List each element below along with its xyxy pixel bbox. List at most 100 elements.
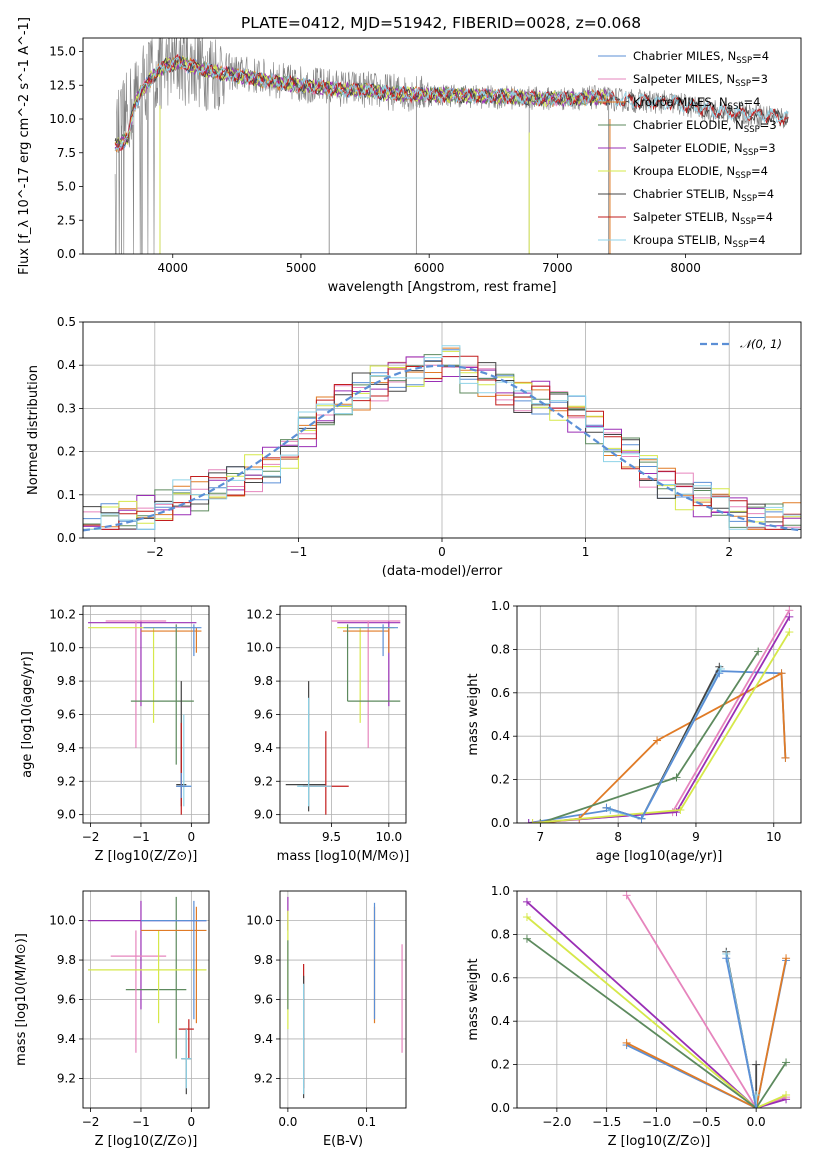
y-tick-label: 0.2 (491, 1058, 510, 1072)
y-axis-label: mass weight (466, 673, 481, 755)
histogram-step (83, 345, 801, 530)
errorbar (140, 906, 207, 1024)
x-tick-label: 5000 (286, 261, 317, 275)
weight-line (625, 894, 787, 1108)
legend-label-sub: SSP (735, 171, 751, 181)
y-tick-label: 0.5 (57, 315, 76, 329)
point-marker (785, 628, 794, 637)
point-marker (752, 1104, 761, 1108)
point-marker (782, 954, 791, 963)
point-marker (524, 819, 533, 823)
panel-residuals: −2 −1 0 1 2 0.0 0.1 0.2 0.3 0.4 0.5 (data-model)/er… (26, 315, 802, 579)
point-marker (785, 612, 794, 621)
legend-label: Salpeter ELODIE, NSSP=3 (633, 141, 776, 158)
plot-area (280, 891, 406, 1108)
y-tick-label: 0.2 (491, 773, 510, 787)
legend-label-suffix: =4 (751, 164, 768, 178)
y-tick-label: 10.0 (49, 112, 76, 126)
x-tick-label: 10 (766, 830, 781, 844)
x-tick-label: 9 (692, 830, 700, 844)
point-marker (716, 664, 725, 673)
y-tick-label: 0.0 (57, 531, 76, 545)
weight-series (536, 647, 763, 823)
model-spectrum (114, 55, 609, 146)
histogram-step (83, 355, 801, 530)
plot-area (83, 891, 209, 1108)
point-marker (622, 1038, 631, 1047)
y-tick-label: 1.0 (491, 599, 510, 613)
x-axis-label: E(B-V) (323, 1134, 363, 1149)
plot-area (83, 606, 209, 823)
y-tick-label: 9.0 (254, 808, 273, 822)
weight-line (610, 668, 722, 820)
legend-label-suffix: =4 (743, 95, 760, 109)
y-tick-label: 1.0 (491, 884, 510, 898)
legend-label: Chabrier STELIB, NSSP=4 (633, 187, 774, 204)
legend-label-text: Salpeter MILES, N (633, 72, 735, 86)
plot-area (517, 606, 801, 823)
panel-mass-vs-Z: −2 −1 0 9.2 9.4 9.6 9.8 10.0 Z [log10(Z/Z⊙)] mass… (14, 890, 210, 1149)
point-marker (528, 819, 537, 823)
y-tick-label: 9.2 (254, 774, 273, 788)
legend-label-sub: SSP (735, 79, 751, 89)
y-tick-label: 9.4 (57, 1032, 76, 1046)
point-marker (777, 669, 786, 678)
legend-label-text: Salpeter ELODIE, N (633, 141, 743, 155)
x-tick-label: 6000 (414, 261, 445, 275)
y-axis-label: Flux [f_λ 10^-17 erg cm^-2 s^-1 A^-1] (17, 17, 32, 275)
y-tick-label: 0.4 (491, 729, 510, 743)
weight-series (528, 628, 794, 823)
y-tick-label: 9.0 (57, 808, 76, 822)
y-tick-label: 0.4 (57, 358, 76, 372)
errorbar (337, 627, 395, 723)
x-tick-label: −0.5 (692, 1115, 721, 1129)
y-tick-label: 9.8 (57, 953, 76, 967)
legend-label-text: Salpeter STELIB, N (633, 210, 740, 224)
weight-line (606, 672, 721, 820)
point-marker (653, 736, 662, 745)
panel-mass-weight-vs-age: 7 8 9 10 0.0 0.2 0.4 0.6 0.8 1.0 age [log10(age/yr… (466, 599, 802, 864)
figure-title: PLATE=0412, MJD=51942, FIBERID=0028, z=0… (241, 14, 641, 32)
errorbar (343, 627, 390, 653)
weight-series (602, 662, 724, 823)
errorbar (88, 900, 207, 1010)
legend-label: Kroupa ELODIE, NSSP=4 (633, 164, 768, 181)
errorbar (285, 681, 326, 812)
x-axis-label: mass [log10(M/M⊙)] (277, 849, 410, 864)
y-tick-label: 0.1 (57, 488, 76, 502)
errorbar (110, 930, 167, 1053)
x-tick-label: −2 (146, 545, 164, 559)
y-axis-label: mass [log10(M/M⊙)] (14, 933, 29, 1066)
x-tick-label: 0.1 (357, 1115, 376, 1129)
x-axis-label: age [log10(age/yr)] (596, 849, 723, 864)
legend-label-sub: SSP (728, 102, 744, 112)
point-marker (676, 805, 685, 814)
weight-series (722, 954, 761, 1108)
x-tick-label: −2 (82, 1115, 100, 1129)
weight-series (528, 606, 794, 823)
weight-line (528, 616, 791, 823)
y-tick-label: 15.0 (49, 45, 76, 59)
y-tick-label: 0.8 (491, 642, 510, 656)
x-tick-label: 10.0 (375, 830, 402, 844)
x-tick-label: −1 (132, 830, 150, 844)
x-axis-label: (data-model)/error (382, 564, 503, 579)
y-tick-label: 9.6 (57, 708, 76, 722)
axes-frame (82, 37, 802, 255)
axes-frame (516, 605, 802, 824)
legend-label-sub: SSP (741, 194, 757, 204)
weight-line (540, 671, 787, 823)
y-tick-label: 0.4 (491, 1014, 510, 1028)
legend-label-suffix: =4 (757, 187, 774, 201)
y-tick-label: 9.6 (254, 708, 273, 722)
point-marker (622, 891, 631, 900)
errorbar (176, 772, 192, 798)
legend-label-sub: SSP (743, 148, 759, 158)
y-tick-label: 0.6 (491, 971, 510, 985)
legend-label-text: Kroupa ELODIE, N (633, 164, 735, 178)
y-axis-label: age [log10(age/yr)] (20, 651, 35, 778)
legend-label-text: Chabrier MILES, N (633, 49, 736, 63)
x-tick-label: −1.5 (592, 1115, 621, 1129)
axes-frame (516, 890, 802, 1109)
x-tick-label: 0.0 (278, 1115, 297, 1129)
